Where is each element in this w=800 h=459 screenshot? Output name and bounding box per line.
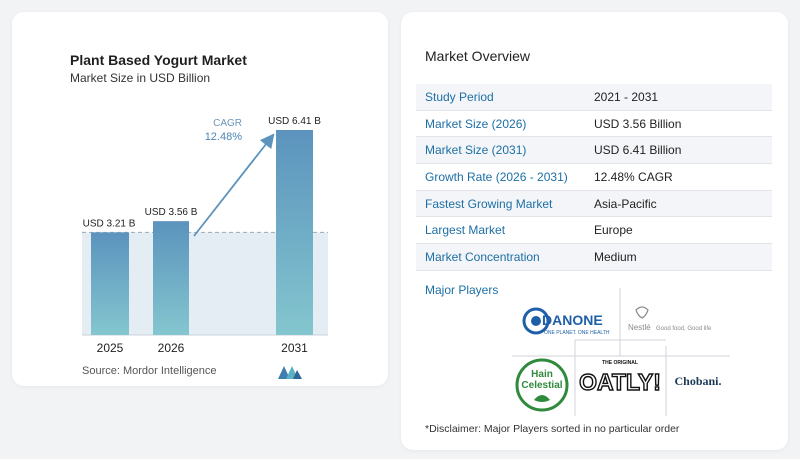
row-label: Market Concentration [425, 249, 540, 264]
overview-row: Fastest Growing Market Asia-Pacific [416, 190, 772, 218]
overview-row: Largest Market Europe [416, 217, 772, 245]
row-label: Market Size (2031) [425, 143, 527, 158]
chart-title: Plant Based Yogurt Market [70, 52, 247, 68]
tick-label-2026: 2026 [158, 341, 185, 355]
nestle-name: Nestlé [628, 323, 651, 332]
overview-table: Study Period 2021 - 2031 Market Size (202… [416, 84, 772, 271]
overview-row: Growth Rate (2026 - 2031) 12.48% CAGR [416, 164, 772, 191]
danone-logo: DANONE ONE PLANET. ONE HEALTH [522, 307, 610, 336]
danone-tagline: ONE PLANET. ONE HEALTH [544, 330, 610, 336]
row-value: USD 6.41 Billion [594, 143, 682, 158]
danone-name: DANONE [542, 312, 603, 328]
oatly-logo: THE ORIGINAL OATLY! [578, 360, 661, 396]
row-label: Growth Rate (2026 - 2031) [425, 169, 568, 184]
overview-row: Market Size (2031) USD 6.41 Billion [416, 137, 772, 165]
row-label: Largest Market [425, 223, 506, 238]
row-label: Market Size (2026) [425, 116, 527, 131]
tick-label-2025: 2025 [97, 341, 124, 355]
bar-2025 [91, 232, 129, 335]
players-logo-grid: DANONE ONE PLANET. ONE HEALTH Nestlé Goo… [512, 288, 730, 416]
hain-celestial-logo: Hain Celestial [515, 358, 569, 412]
row-value: Europe [594, 223, 633, 238]
hain-line1: Hain [531, 369, 553, 380]
cagr-value: 12.48% [205, 131, 243, 143]
overview-title: Market Overview [425, 48, 531, 64]
cagr-arrow [193, 133, 275, 237]
cagr-label: CAGR [213, 118, 242, 129]
data-label-2025: USD 3.21 B [83, 218, 136, 229]
players-title: Major Players [425, 283, 499, 297]
nestle-logo: Nestlé Good food, Good life [628, 306, 712, 332]
data-label-2031: USD 6.41 B [268, 116, 321, 127]
row-label: Study Period [425, 89, 494, 104]
row-value: 12.48% CAGR [594, 169, 673, 184]
mordor-logo-icon [278, 366, 302, 379]
hain-line2: Celestial [521, 380, 562, 391]
tick-label-2031: 2031 [281, 341, 308, 355]
oatly-name: OATLY! [579, 369, 661, 395]
row-value: Asia-Pacific [594, 196, 657, 211]
disclaimer-text: *Disclaimer: Major Players sorted in no … [425, 423, 680, 435]
overview-row: Study Period 2021 - 2031 [416, 84, 772, 111]
overview-row: Market Concentration Medium [416, 244, 772, 271]
row-label: Fastest Growing Market [425, 196, 553, 211]
row-value: 2021 - 2031 [594, 89, 659, 104]
chobani-logo: Chobani. [674, 374, 721, 388]
data-label-2026: USD 3.56 B [145, 207, 198, 218]
chart-subtitle: Market Size in USD Billion [70, 71, 211, 85]
row-value: Medium [594, 249, 637, 264]
bar-chart: USD 3.21 B 2025 USD 3.56 B 2026 USD 6.41 B 20… [82, 116, 328, 355]
row-value: USD 3.56 Billion [594, 116, 682, 131]
chobani-name: Chobani. [674, 374, 721, 388]
source-text: Source: Mordor Intelligence [82, 365, 217, 377]
bar-2026 [153, 221, 189, 335]
oatly-top: THE ORIGINAL [602, 360, 638, 366]
overview-row: Market Size (2026) USD 3.56 Billion [416, 111, 772, 138]
bar-2031 [276, 130, 313, 335]
nestle-tagline: Good food, Good life [656, 326, 712, 332]
